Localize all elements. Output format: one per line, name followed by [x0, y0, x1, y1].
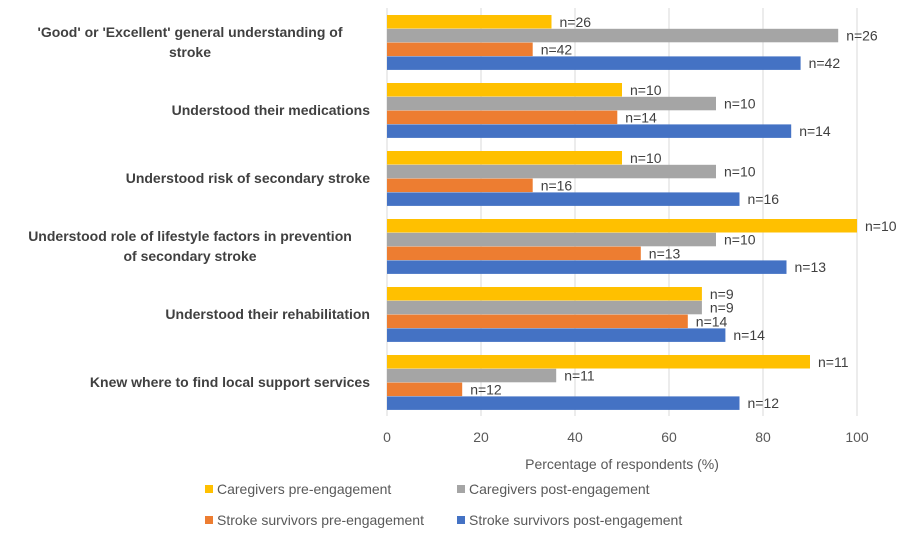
legend-label: Stroke survivors pre-engagement — [217, 512, 424, 528]
data-label: n=10 — [724, 96, 756, 112]
data-label: n=14 — [625, 109, 657, 125]
category-label: Knew where to find local support service… — [90, 374, 370, 390]
data-label: n=11 — [818, 354, 849, 370]
bar-stroke-survivors-post-engagement-2 — [387, 192, 740, 206]
data-label: n=11 — [564, 368, 595, 384]
legend-label: Caregivers post-engagement — [469, 481, 650, 497]
data-labels: n=26 n=26 n=42 n=42 n=10 n=10 n=14 n=14 n=10 n=10… — [470, 14, 897, 411]
x-tick-label: 100 — [845, 429, 869, 445]
bar-stroke-survivors-pre-engagement-1 — [387, 110, 618, 125]
data-label: n=42 — [541, 41, 573, 57]
category-label: Understood role of lifestyle factors in … — [28, 228, 352, 264]
bar-stroke-survivors-post-engagement-4 — [387, 328, 726, 342]
bar-caregivers-pre-engagement-5 — [387, 355, 810, 369]
bar-stroke-survivors-pre-engagement-3 — [387, 246, 641, 261]
data-label: n=26 — [846, 28, 878, 44]
bar-stroke-survivors-pre-engagement-0 — [387, 42, 533, 57]
data-label: n=14 — [799, 123, 831, 139]
legend-swatch — [457, 516, 465, 524]
data-label: n=26 — [560, 14, 592, 30]
category-label: 'Good' or 'Excellent' general understand… — [37, 24, 342, 60]
legend: Caregivers pre-engagement Caregivers post… — [205, 481, 682, 528]
bar-caregivers-post-engagement-4 — [387, 300, 702, 315]
category-label: Understood risk of secondary stroke — [126, 170, 371, 186]
data-label: n=10 — [865, 218, 897, 234]
bar-stroke-survivors-post-engagement-1 — [387, 124, 792, 138]
legend-swatch — [457, 485, 465, 493]
data-label: n=9 — [710, 300, 734, 316]
bar-caregivers-post-engagement-5 — [387, 368, 557, 383]
bar-stroke-survivors-pre-engagement-2 — [387, 178, 533, 193]
x-tick-label: 20 — [473, 429, 489, 445]
data-label: n=16 — [748, 191, 780, 207]
bars — [387, 15, 857, 410]
x-axis-title: Percentage of respondents (%) — [525, 456, 719, 472]
bar-stroke-survivors-pre-engagement-4 — [387, 314, 688, 329]
data-label: n=10 — [630, 82, 662, 98]
data-label: n=16 — [541, 177, 573, 193]
x-tick-label: 60 — [661, 429, 677, 445]
category-label: Understood their rehabilitation — [165, 306, 370, 322]
bar-caregivers-pre-engagement-2 — [387, 151, 622, 165]
bar-stroke-survivors-post-engagement-5 — [387, 396, 740, 410]
data-label: n=42 — [809, 55, 841, 71]
legend-label: Stroke survivors post-engagement — [469, 512, 682, 528]
data-label: n=10 — [724, 232, 756, 248]
gridlines — [386, 8, 858, 416]
bar-caregivers-pre-engagement-1 — [387, 83, 622, 97]
bar-caregivers-post-engagement-1 — [387, 96, 716, 111]
category-label: Understood their medications — [172, 102, 371, 118]
data-label: n=10 — [724, 164, 756, 180]
data-label: n=14 — [733, 327, 765, 343]
bar-caregivers-pre-engagement-4 — [387, 287, 702, 301]
bar-stroke-survivors-pre-engagement-5 — [387, 382, 463, 397]
data-label: n=14 — [696, 313, 728, 329]
bar-caregivers-post-engagement-3 — [387, 232, 716, 247]
x-tick-label: 80 — [755, 429, 771, 445]
bar-caregivers-pre-engagement-0 — [387, 15, 552, 29]
data-label: n=9 — [710, 286, 734, 302]
bar-caregivers-pre-engagement-3 — [387, 219, 857, 233]
data-label: n=10 — [630, 150, 662, 166]
x-tick-label: 40 — [567, 429, 583, 445]
bar-caregivers-post-engagement-0 — [387, 28, 839, 43]
data-label: n=13 — [795, 259, 827, 275]
bar-stroke-survivors-post-engagement-3 — [387, 260, 787, 274]
x-tick-labels: 0 20 40 60 80 100 — [383, 429, 869, 445]
bar-caregivers-post-engagement-2 — [387, 164, 716, 179]
legend-label: Caregivers pre-engagement — [217, 481, 391, 497]
legend-swatch — [205, 485, 213, 493]
category-labels: 'Good' or 'Excellent' general understand… — [28, 24, 370, 390]
x-tick-label: 0 — [383, 429, 391, 445]
data-label: n=12 — [470, 381, 502, 397]
bar-stroke-survivors-post-engagement-0 — [387, 56, 801, 70]
legend-swatch — [205, 516, 213, 524]
data-label: n=13 — [649, 245, 681, 261]
data-label: n=12 — [748, 395, 780, 411]
